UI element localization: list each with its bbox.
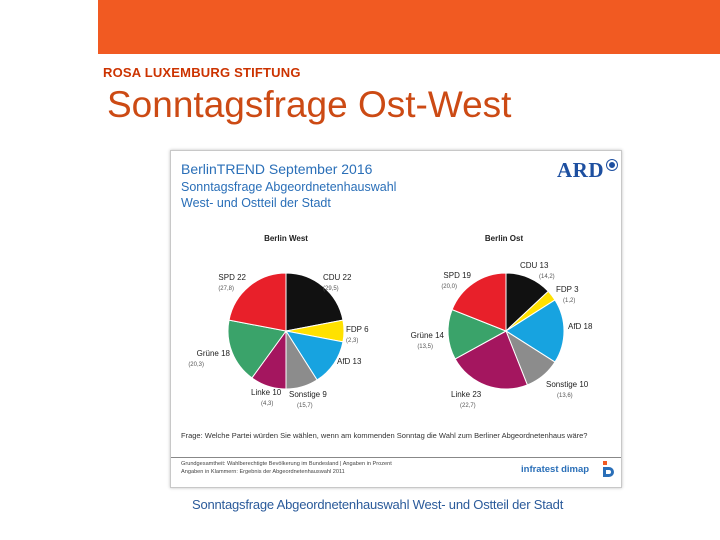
- pie-slice-spd: [451, 272, 507, 332]
- pie-slice-spd: [228, 272, 287, 332]
- pie-charts: Berlin West CDU 22 (29,5) FDP 6 (2,3) AfD 13 S…: [188, 234, 593, 409]
- pie-previous-value: (27,8): [218, 286, 234, 292]
- pie-label: Grüne 18: [197, 349, 231, 358]
- pie-label: AfD 13: [337, 357, 362, 366]
- infratest-logo-icon: [603, 461, 614, 477]
- pie-slice-cdu: [285, 272, 344, 332]
- pie-label: Linke 23: [451, 390, 482, 399]
- chart-card: BerlinTREND September 2016 Sonntagsfrage…: [170, 150, 622, 488]
- pie-label: Linke 10: [251, 388, 282, 397]
- pie-label: Grüne 14: [411, 331, 445, 340]
- footnote-brackets: Angaben in Klammern: Ergebnis der Abgeor…: [181, 469, 345, 475]
- pie-label: Sonstige 10: [546, 380, 589, 389]
- pie-previous-value: (14,2): [539, 274, 555, 280]
- pie-previous-value: (15,7): [297, 403, 313, 409]
- pie-label: AfD 18: [568, 322, 593, 331]
- ard-logo-icon: [607, 160, 617, 170]
- pie-label: CDU 22: [323, 273, 352, 282]
- pie-previous-value: (20,0): [441, 284, 457, 290]
- pie-previous-value: (29,5): [323, 286, 339, 292]
- pie-title: Berlin West: [264, 234, 308, 243]
- card-subheading-2: West- und Ostteil der Stadt: [181, 196, 331, 210]
- pie-previous-value: (22,7): [460, 403, 476, 409]
- pie-previous-value: (1,2): [563, 298, 575, 304]
- pie-previous-value: (20,3): [188, 362, 204, 368]
- card-heading: BerlinTREND September 2016: [181, 161, 373, 177]
- footnote-population: Grundgesamtheit: Wahlberechtigte Bevölke…: [181, 461, 392, 467]
- pie-label: FDP 6: [346, 325, 369, 334]
- pie-previous-value: (13,5): [417, 344, 433, 350]
- pie-slice-linke: [454, 330, 528, 390]
- card-subheading: Sonntagsfrage Abgeordnetenhauswahl: [181, 180, 397, 194]
- pie-slice-afd: [505, 299, 565, 363]
- organization-name: ROSA LUXEMBURG STIFTUNG: [103, 65, 301, 80]
- pie-title: Berlin Ost: [485, 234, 524, 243]
- pie-previous-value: (4,3): [261, 401, 273, 407]
- footer-divider: [171, 457, 621, 458]
- survey-question: Frage: Welche Partei würden Sie wählen, …: [181, 431, 588, 440]
- pie-previous-value: (13,6): [557, 393, 573, 399]
- slide-title: Sonntagsfrage Ost-West: [107, 84, 512, 125]
- pie-previous-value: (2,3): [346, 338, 358, 344]
- slide-caption: Sonntagsfrage Abgeordnetenhauswahl West-…: [192, 497, 564, 512]
- pie-slice-grüne: [447, 309, 508, 360]
- source-label: infratest dimap: [521, 464, 590, 475]
- ard-logo: ARD: [557, 158, 604, 182]
- header-accent-bar: [98, 0, 720, 54]
- pie-label: FDP 3: [556, 285, 579, 294]
- pie-label: SPD 22: [218, 273, 246, 282]
- pie-label: Sonstige 9: [289, 390, 327, 399]
- pie-label: CDU 13: [520, 261, 549, 270]
- pie-slice-grüne: [227, 319, 287, 379]
- pie-label: SPD 19: [443, 271, 471, 280]
